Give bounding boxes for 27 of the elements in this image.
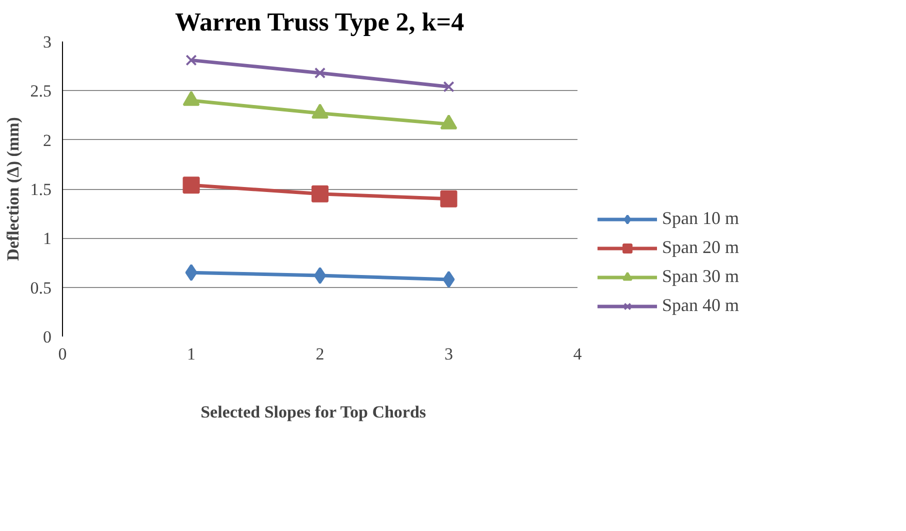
point (186, 54, 197, 66)
y-tick-label: 2.5 (30, 82, 52, 101)
x-tick-label: 3 (444, 344, 453, 364)
y-tick-label: 1.5 (30, 180, 52, 199)
y-tick-label: 3 (43, 32, 52, 52)
y-axis-title: Deflection (Δ) (mm) (3, 117, 22, 261)
y-tick-label: 2 (43, 130, 52, 150)
point (182, 176, 200, 194)
x-axis-title: Selected Slopes for Top Chords (200, 402, 426, 422)
point (312, 185, 328, 202)
legend-label: Span 10 m (662, 208, 740, 229)
point (440, 190, 458, 208)
legend-label: Span 30 m (662, 266, 740, 287)
y-tick-label: 0.5 (30, 278, 52, 298)
legend-label: Span 40 m (662, 295, 740, 316)
x-tick-label: 2 (316, 344, 324, 364)
x-tick-label: 4 (573, 344, 582, 364)
x-tick-label: 0 (58, 344, 67, 364)
legend-label: Span 20 m (662, 237, 740, 258)
point (185, 264, 198, 282)
y-tick-label: 0 (43, 328, 52, 346)
y-tick-label: 1 (43, 229, 52, 248)
point (443, 81, 454, 92)
x-tick-label: 1 (187, 344, 196, 364)
point (314, 67, 326, 79)
point (442, 270, 455, 288)
chart-title: Warren Truss Type 2, k=4 (174, 8, 464, 36)
